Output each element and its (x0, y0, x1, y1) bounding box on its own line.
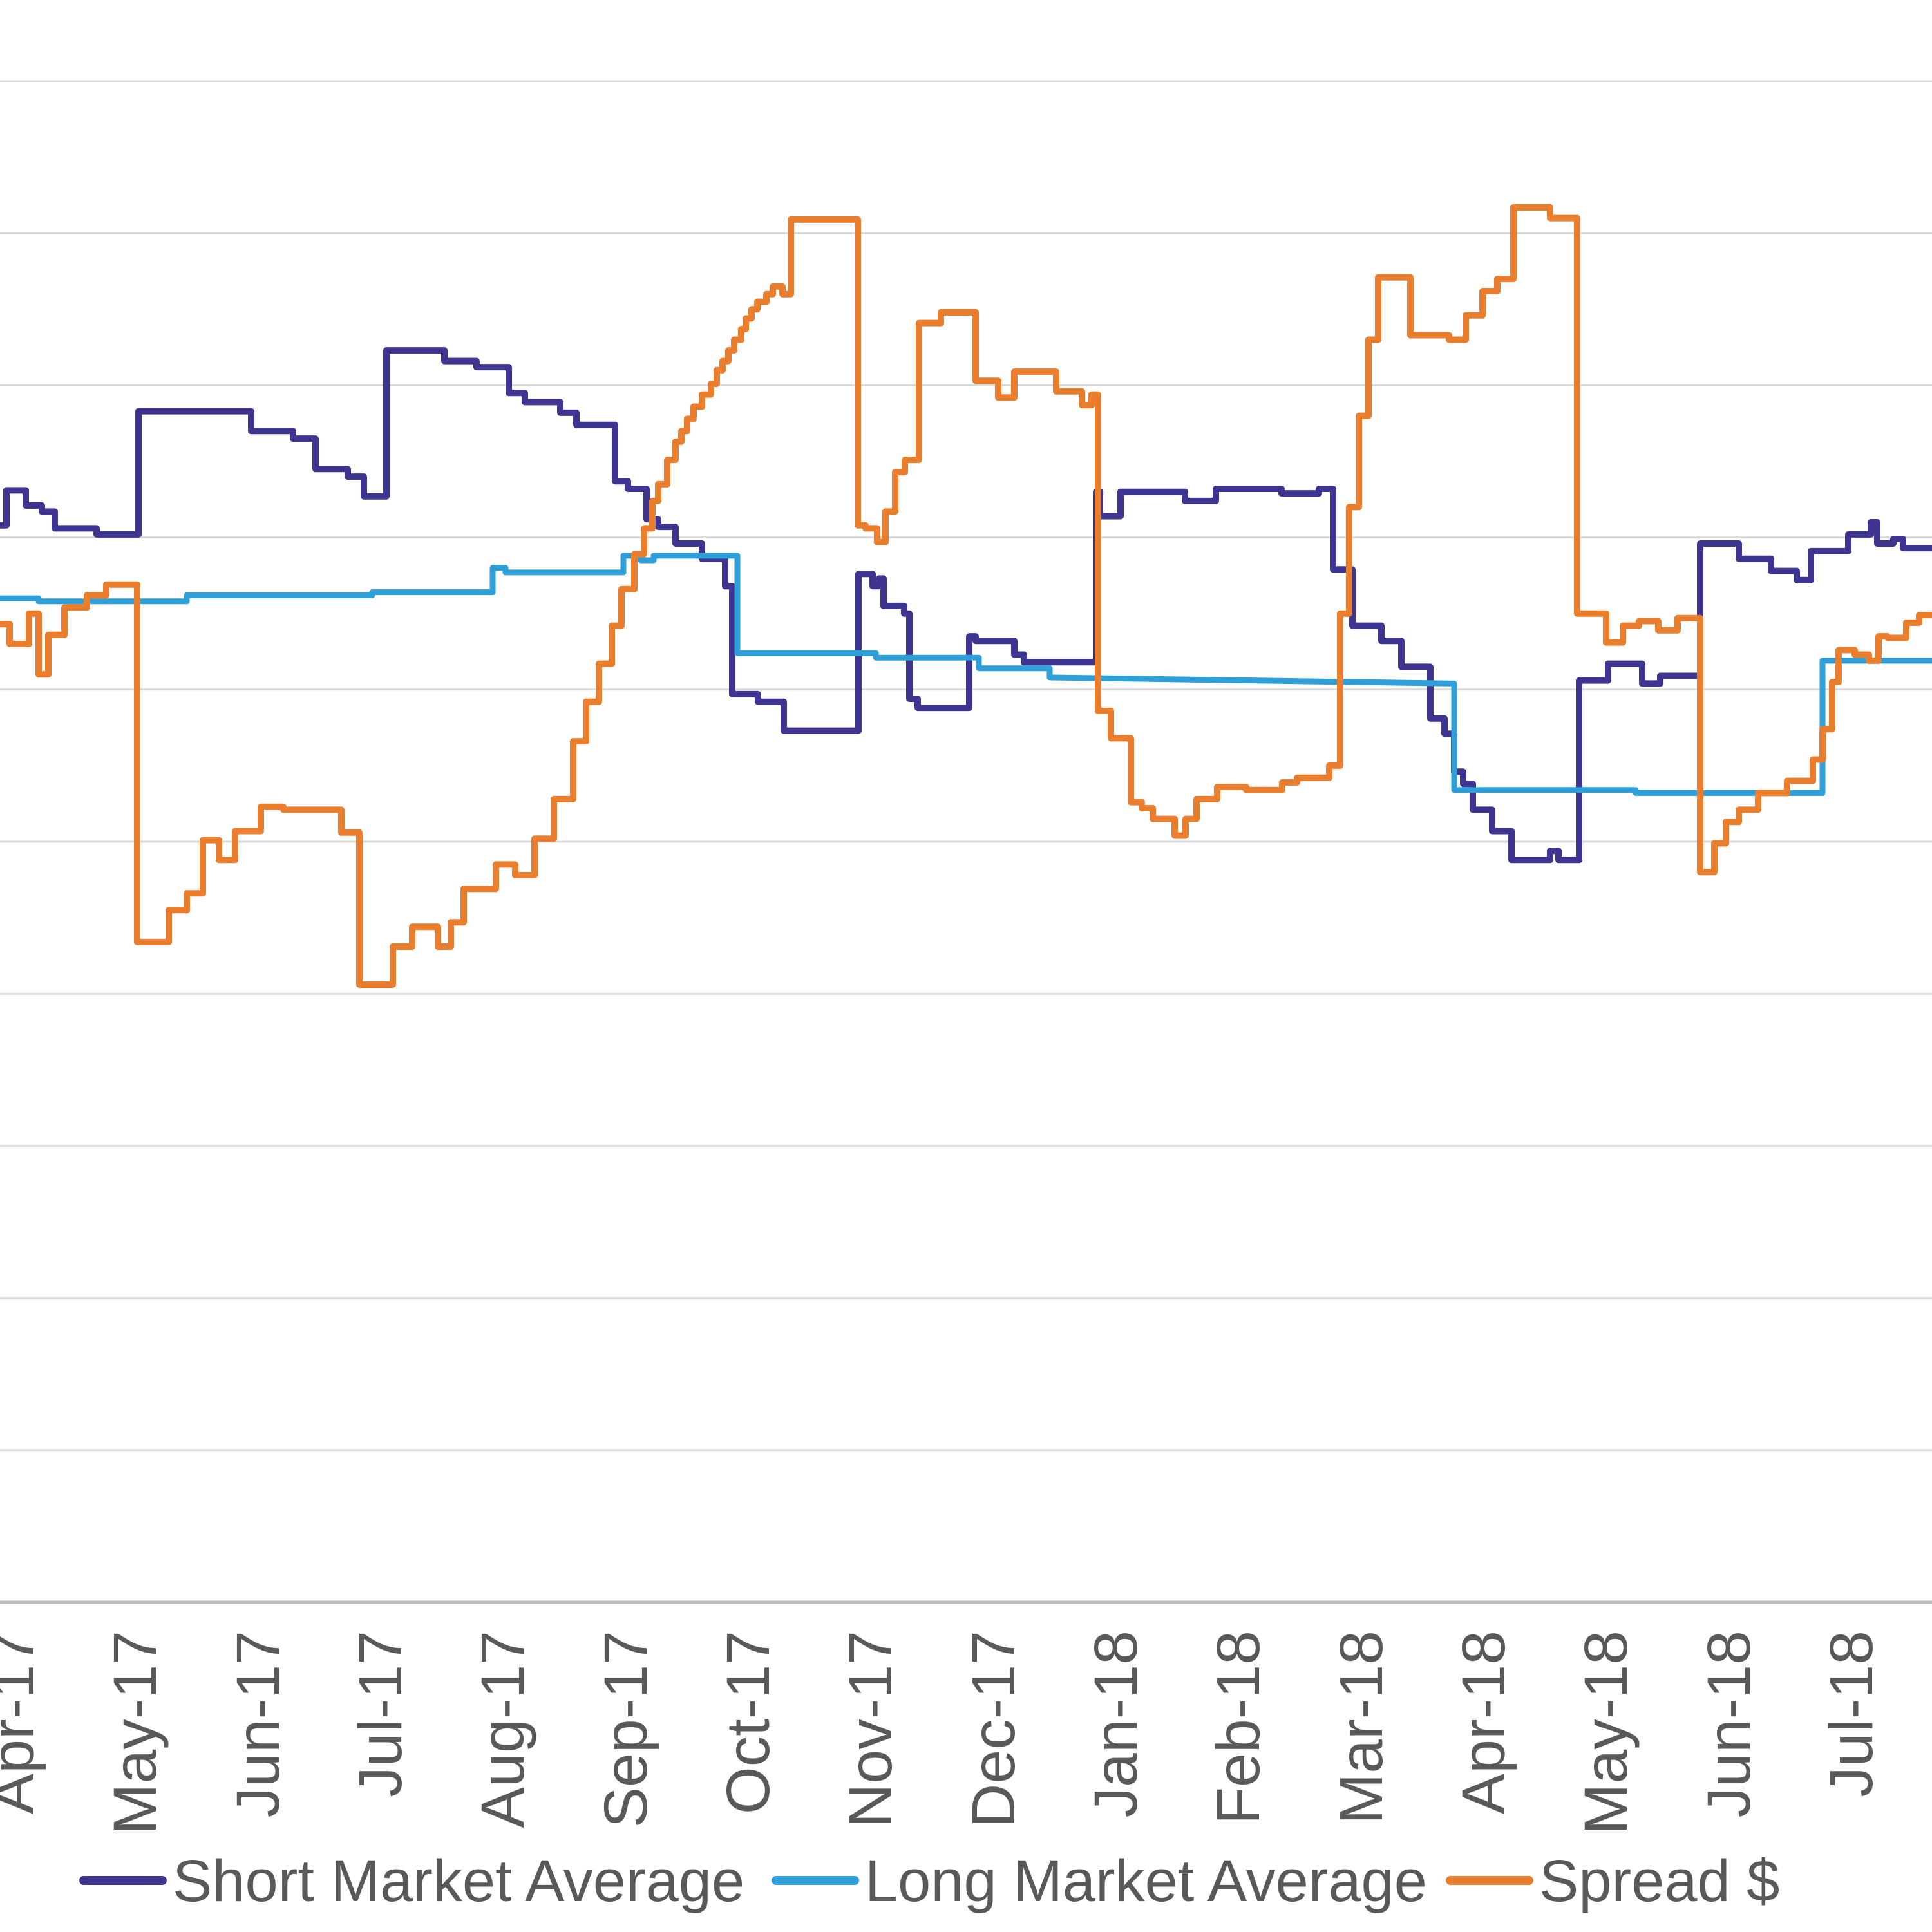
x-axis-label: Apr-17 (0, 1631, 47, 1814)
chart-legend: Short Market Average Long Market Average S… (79, 1848, 1779, 1914)
x-axis-label: Jul-17 (346, 1631, 415, 1797)
legend-item-long-market-average: Long Market Average (772, 1848, 1427, 1914)
legend-item-short-market-average: Short Market Average (79, 1848, 744, 1914)
legend-item-spread-: Spread $ (1446, 1848, 1779, 1914)
x-axis-label: Mar-18 (1327, 1631, 1396, 1824)
x-axis-label: Jun-17 (224, 1631, 292, 1817)
legend-label: Short Market Average (173, 1848, 744, 1914)
x-axis-label: Nov-17 (837, 1631, 905, 1828)
x-axis-label: Oct-17 (714, 1631, 782, 1814)
x-axis-label: Jun-18 (1695, 1631, 1763, 1817)
x-axis-label: Sep-17 (592, 1631, 660, 1828)
x-axis-label: Aug-17 (469, 1631, 537, 1828)
x-axis-label: Apr-18 (1450, 1631, 1518, 1814)
series-lines (0, 204, 1932, 988)
x-axis-label: Feb-18 (1204, 1631, 1273, 1824)
x-axis-label: May-17 (101, 1631, 169, 1835)
x-axis-label: Dec-17 (960, 1631, 1028, 1828)
series-line-short-market-average (0, 347, 1932, 864)
x-axis-labels: Apr-17 May-17 Jun-17 Jul-17 Aug-17 Sep-17 Oct-… (0, 1631, 1886, 1835)
series-line-long-market-average (0, 553, 1932, 796)
gridlines (0, 80, 1932, 1452)
x-axis-label: May-18 (1572, 1631, 1640, 1835)
legend-label: Spread $ (1539, 1848, 1779, 1914)
x-axis-label: Jul-18 (1817, 1631, 1886, 1797)
legend-label: Long Market Average (865, 1848, 1427, 1914)
x-axis-label: Jan-18 (1082, 1631, 1150, 1817)
series-line-spread- (0, 204, 1932, 988)
